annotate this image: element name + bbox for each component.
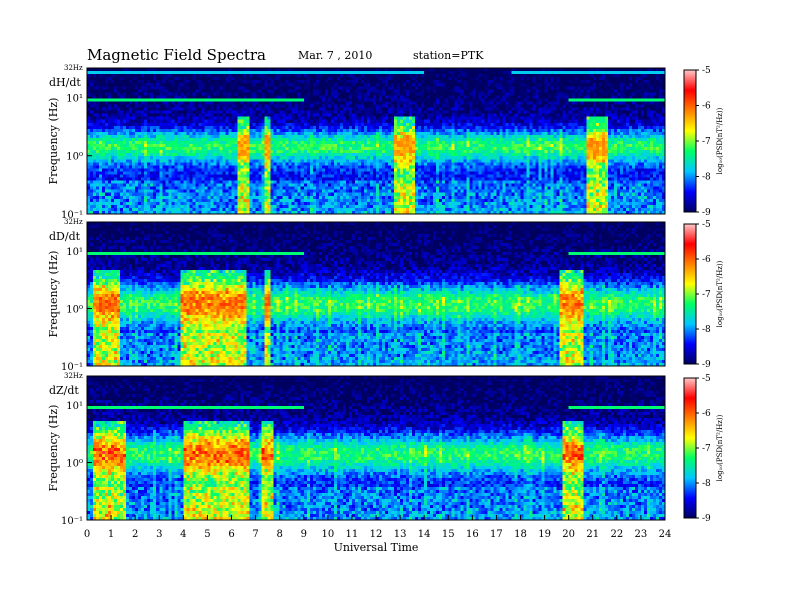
colorbar-label: log₁₀(PSD(nT²/Hz)) [716,107,724,174]
component-label: dD/dt [49,230,81,243]
y-top-label: 32Hz [64,372,83,380]
y-tick-label: 10⁻¹ [61,516,83,527]
x-tick-label: 11 [346,529,359,540]
y-tick-label: 10⁻¹ [61,362,83,373]
colorbar-tick-label: -9 [702,514,711,524]
x-tick-label: 5 [204,529,210,540]
spectrogram-image-2 [87,222,665,366]
x-tick-label: 2 [132,529,138,540]
y-tick-label: 10¹ [66,247,83,258]
y-tick-label: 10⁰ [66,459,83,470]
y-tick-label: 10¹ [66,401,83,412]
colorbar-tick-label: -7 [702,290,711,300]
x-tick-label: 1 [108,529,114,540]
x-tick-label: 6 [228,529,234,540]
colorbar-tick-label: -8 [702,173,711,183]
spectrogram-image-1 [87,68,665,214]
colorbar [683,69,697,213]
x-tick-label: 12 [370,529,383,540]
colorbar [683,223,697,365]
colorbar-tick-label: -9 [702,208,711,218]
colorbar-tick-label: -7 [702,137,711,147]
x-tick-label: 20 [562,529,575,540]
y-tick-label: 10⁰ [66,305,83,316]
x-tick-label: 23 [635,529,648,540]
x-tick-label: 7 [252,529,258,540]
colorbar-tick-label: -5 [702,66,711,76]
x-tick-label: 4 [180,529,186,540]
colorbar-tick-label: -9 [702,360,711,370]
component-label: dZ/dt [49,384,79,397]
x-tick-label: 22 [610,529,623,540]
x-tick-label: 3 [156,529,162,540]
x-tick-label: 21 [586,529,599,540]
colorbar-label: log₁₀(PSD(nT²/Hz)) [716,260,724,327]
colorbar-label: log₁₀(PSD(nT²/Hz)) [716,414,724,481]
x-tick-label: 8 [276,529,282,540]
y-top-label: 32Hz [64,64,83,72]
colorbar [683,377,697,519]
colorbar-tick-label: -6 [702,102,711,112]
panel-frame [86,67,666,215]
x-tick-label: 19 [538,529,551,540]
x-tick-label: 10 [321,529,334,540]
y-axis-label: Frequency (Hz) [47,405,60,492]
y-tick-label: 10⁻¹ [61,210,83,221]
date-label: Mar. 7 , 2010 [298,49,373,62]
spectrogram-image-3 [87,376,665,520]
x-tick-label: 0 [84,529,90,540]
colorbar-tick-label: -7 [702,444,711,454]
panel-frame [86,221,666,367]
colorbar-tick-label: -6 [702,255,711,265]
station-label: station=PTK [413,49,484,62]
x-tick-label: 15 [442,529,455,540]
x-tick-label: 18 [514,529,527,540]
component-label: dH/dt [49,76,81,89]
colorbar-tick-label: -8 [702,479,711,489]
colorbar-tick-label: -5 [702,374,711,384]
y-tick-label: 10⁰ [66,152,83,163]
x-axis-label: Universal Time [334,541,419,554]
figure-title: Magnetic Field Spectra [87,46,266,64]
y-axis-label: Frequency (Hz) [47,98,60,185]
y-top-label: 32Hz [64,218,83,226]
y-axis-label: Frequency (Hz) [47,251,60,338]
colorbar-tick-label: -8 [702,325,711,335]
colorbar-tick-label: -6 [702,409,711,419]
colorbar-tick-label: -5 [702,220,711,230]
x-tick-label: 24 [659,529,672,540]
x-tick-label: 13 [394,529,407,540]
x-tick-label: 9 [301,529,307,540]
y-tick-label: 10¹ [66,93,83,104]
x-tick-label: 16 [466,529,479,540]
x-tick-label: 17 [490,529,503,540]
x-tick-label: 14 [418,529,431,540]
